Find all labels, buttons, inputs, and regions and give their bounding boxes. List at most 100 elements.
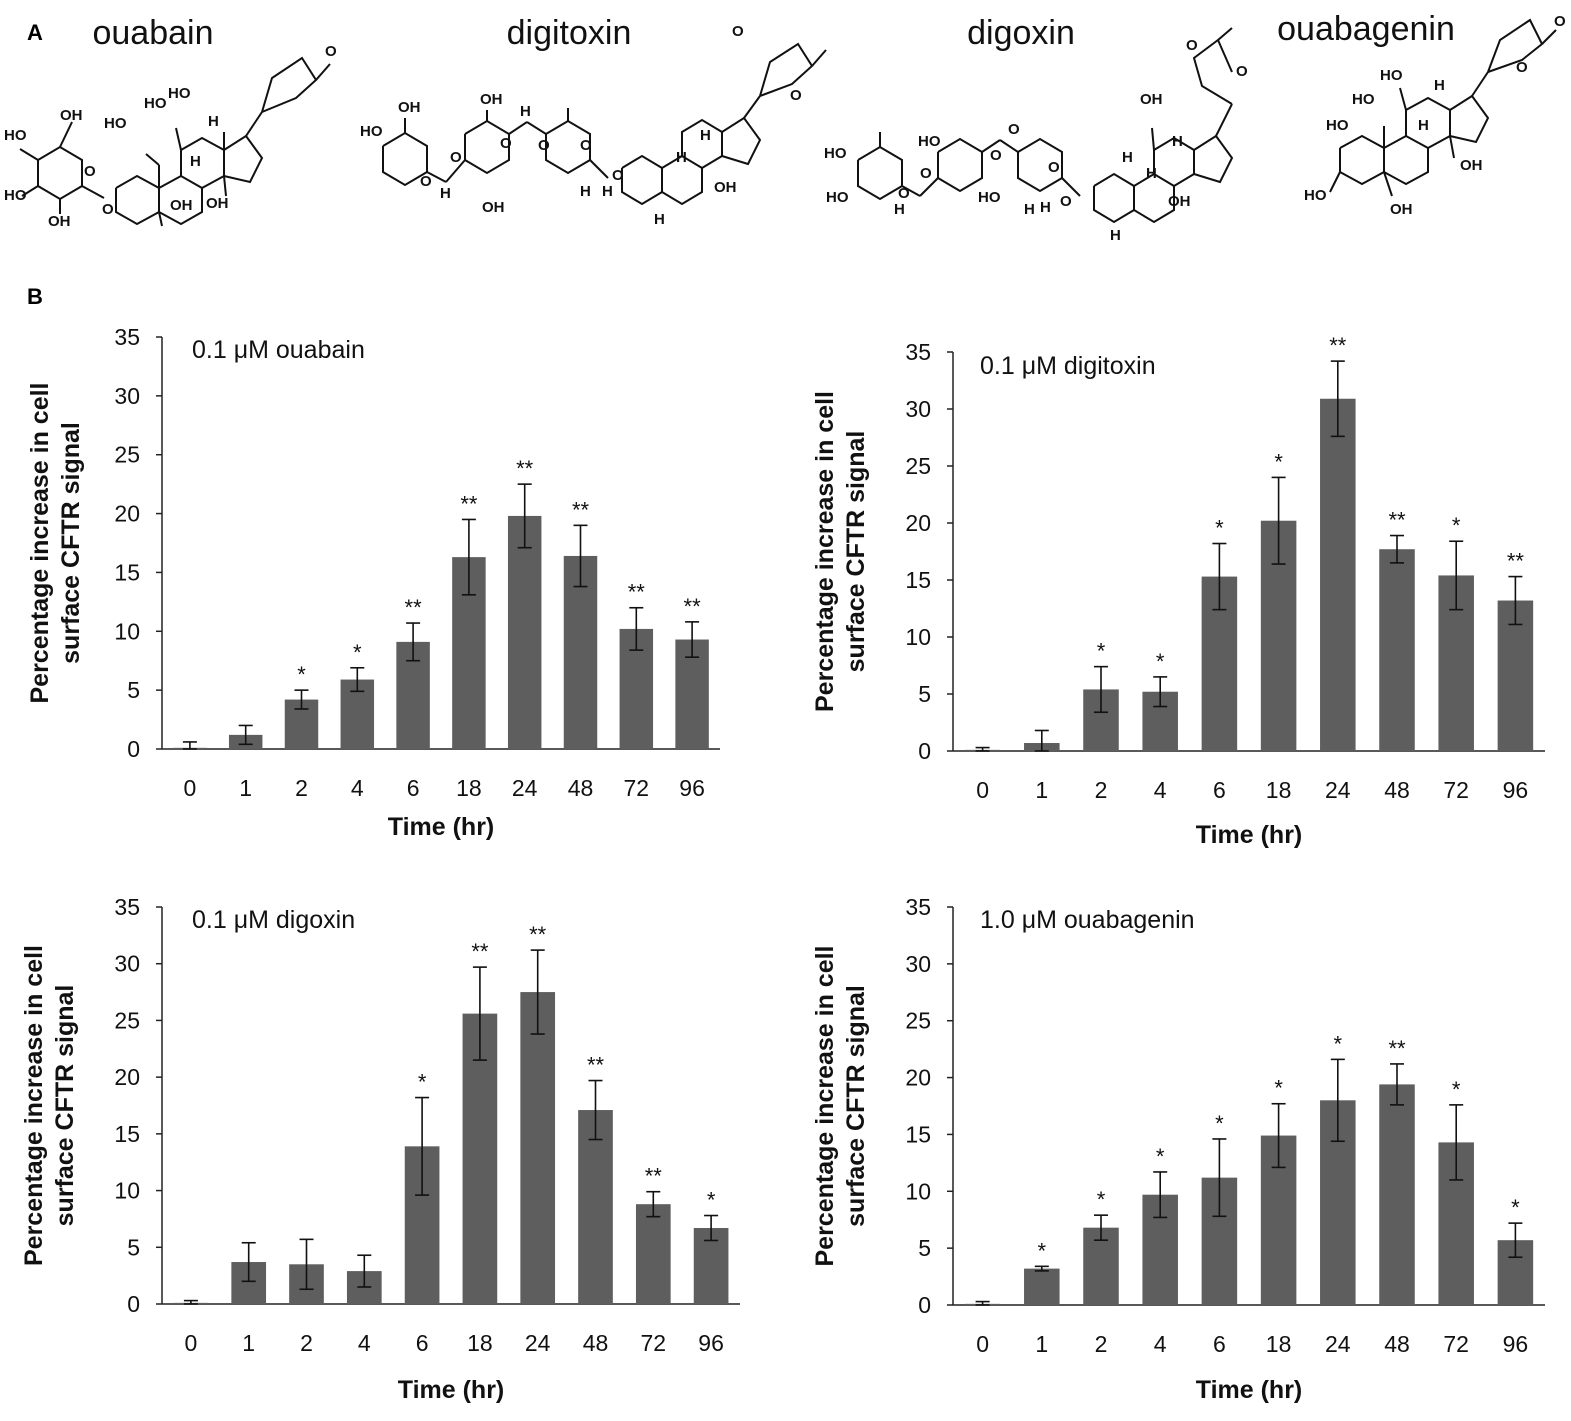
- atom-label: HO: [4, 187, 27, 204]
- x-tick-label: 18: [1266, 1331, 1292, 1357]
- bar: [1379, 1084, 1415, 1305]
- atom-label: OH: [48, 213, 71, 230]
- y-axis-label-line: Percentage increase in cell: [20, 945, 48, 1266]
- atom-label: O: [732, 23, 744, 40]
- panel-label-a: A: [27, 20, 43, 45]
- y-tick-label: 0: [918, 738, 931, 764]
- significance-marker: *: [1097, 639, 1106, 664]
- y-tick-label: 25: [114, 1007, 140, 1033]
- significance-marker: *: [1038, 1238, 1047, 1263]
- y-tick-label: 20: [905, 510, 931, 536]
- x-tick-label: 48: [1384, 777, 1410, 803]
- atom-label: H: [1040, 199, 1051, 216]
- y-tick-label: 30: [905, 951, 931, 977]
- y-axis-label-line: Percentage increase in cell: [26, 382, 54, 703]
- atom-label: H: [1146, 165, 1157, 182]
- bar: [578, 1110, 613, 1304]
- significance-marker: **: [516, 456, 534, 481]
- bar: [1379, 549, 1415, 751]
- atom-label: H: [580, 183, 591, 200]
- x-axis-label: Time (hr): [388, 813, 495, 841]
- x-tick-label: 72: [624, 775, 650, 801]
- chart-title: 0.1 μM ouabain: [192, 336, 365, 364]
- x-tick-label: 2: [300, 1330, 313, 1356]
- atom-label: OH: [60, 107, 83, 124]
- significance-marker: *: [1215, 516, 1224, 541]
- x-tick-label: 6: [407, 775, 420, 801]
- x-axis-label: Time (hr): [1196, 821, 1303, 849]
- structure-digoxin: digoxin HO HO O H HO O: [824, 14, 1248, 244]
- x-tick-label: 24: [512, 775, 538, 801]
- atom-label: H: [676, 149, 687, 166]
- atom-label: H: [1122, 149, 1133, 166]
- atom-label: OH: [1168, 193, 1191, 210]
- y-axis-label-line: surface CFTR signal: [57, 422, 85, 664]
- x-tick-label: 6: [1213, 1331, 1226, 1357]
- atom-label: H: [1434, 77, 1445, 94]
- y-tick-label: 10: [905, 624, 931, 650]
- x-tick-label: 72: [641, 1330, 667, 1356]
- atom-label: H: [602, 183, 613, 200]
- x-tick-label: 48: [583, 1330, 609, 1356]
- significance-marker: **: [460, 491, 478, 516]
- atom-label: O: [1516, 59, 1528, 76]
- significance-marker: *: [297, 662, 306, 687]
- x-tick-label: 96: [698, 1330, 724, 1356]
- compound-name-ouabain: ouabain: [92, 14, 213, 52]
- atom-label: HO: [104, 115, 127, 132]
- y-tick-label: 10: [114, 618, 140, 644]
- y-tick-label: 30: [114, 951, 140, 977]
- significance-marker: *: [1156, 1144, 1165, 1169]
- significance-marker: *: [1156, 649, 1165, 674]
- significance-marker: **: [572, 497, 590, 522]
- significance-marker: **: [1388, 508, 1406, 533]
- x-tick-label: 2: [1095, 1331, 1108, 1357]
- bar: [635, 1204, 671, 1304]
- x-tick-label: 0: [976, 777, 989, 803]
- significance-marker: *: [1274, 449, 1283, 474]
- chart-title: 0.1 μM digitoxin: [980, 352, 1156, 380]
- x-tick-label: 18: [456, 775, 482, 801]
- x-tick-label: 18: [1266, 777, 1292, 803]
- atom-label: HO: [144, 95, 167, 112]
- x-tick-label: 96: [1503, 1331, 1529, 1357]
- atom-label: O: [1060, 193, 1072, 210]
- significance-marker: **: [471, 939, 489, 964]
- atom-label: HO: [4, 127, 27, 144]
- y-tick-label: 25: [905, 453, 931, 479]
- atom-label: HO: [826, 189, 849, 206]
- atom-label: OH: [398, 99, 421, 116]
- bar: [1024, 1268, 1060, 1305]
- atom-label: H: [190, 153, 201, 170]
- atom-label: H: [208, 113, 219, 130]
- x-tick-label: 72: [1443, 1331, 1469, 1357]
- bar: [520, 992, 556, 1304]
- atom-label: O: [1048, 159, 1060, 176]
- x-tick-label: 2: [1095, 777, 1108, 803]
- atom-label: OH: [170, 197, 193, 214]
- x-tick-label: 24: [1325, 1331, 1351, 1357]
- atom-label: O: [1554, 13, 1566, 30]
- x-tick-label: 4: [1154, 1331, 1167, 1357]
- significance-marker: **: [529, 922, 547, 947]
- atom-label: OH: [714, 179, 737, 196]
- chart-ouabagenin: 0 5 10 15 20 25 30 35 0 * 1 * 2 * 4 * 6 * 18 * 24 ** 48 * 72 * 96 1…: [811, 894, 1545, 1404]
- atom-label: OH: [206, 195, 229, 212]
- x-tick-label: 1: [242, 1330, 255, 1356]
- significance-marker: **: [684, 594, 702, 619]
- atom-label: H: [1024, 201, 1035, 218]
- atom-label: O: [990, 147, 1002, 164]
- x-tick-label: 48: [1384, 1331, 1410, 1357]
- structure-ouabagenin: ouabagenin HO HO HO HO H H OH OH O: [1277, 10, 1566, 218]
- atom-label: HO: [918, 133, 941, 150]
- atom-label: O: [500, 135, 512, 152]
- significance-marker: *: [1511, 1195, 1520, 1220]
- panel-label-b: B: [27, 284, 43, 309]
- x-axis-label: Time (hr): [398, 1376, 505, 1404]
- atom-label: HO: [1304, 187, 1327, 204]
- y-tick-label: 35: [114, 324, 140, 350]
- x-tick-label: 1: [239, 775, 252, 801]
- y-axis-label-line: surface CFTR signal: [842, 985, 870, 1227]
- significance-marker: **: [1388, 1036, 1406, 1061]
